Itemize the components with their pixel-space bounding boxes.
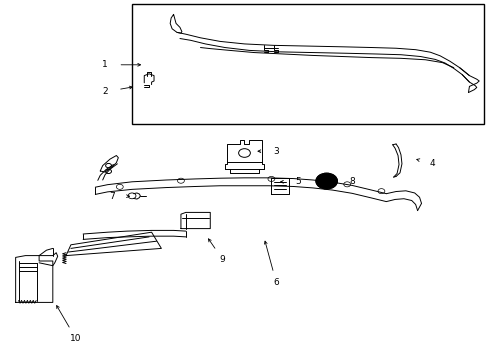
Text: 4: 4 xyxy=(429,159,435,168)
Text: 6: 6 xyxy=(273,278,279,287)
Text: 1: 1 xyxy=(102,60,108,69)
Text: 7: 7 xyxy=(109,192,115,201)
Text: 9: 9 xyxy=(219,255,225,264)
Text: 2: 2 xyxy=(102,87,108,96)
Text: 10: 10 xyxy=(70,334,81,343)
Circle shape xyxy=(315,173,337,189)
Text: 3: 3 xyxy=(273,147,279,156)
Bar xyxy=(132,4,483,124)
Text: 8: 8 xyxy=(348,177,354,186)
Text: 5: 5 xyxy=(295,177,301,186)
